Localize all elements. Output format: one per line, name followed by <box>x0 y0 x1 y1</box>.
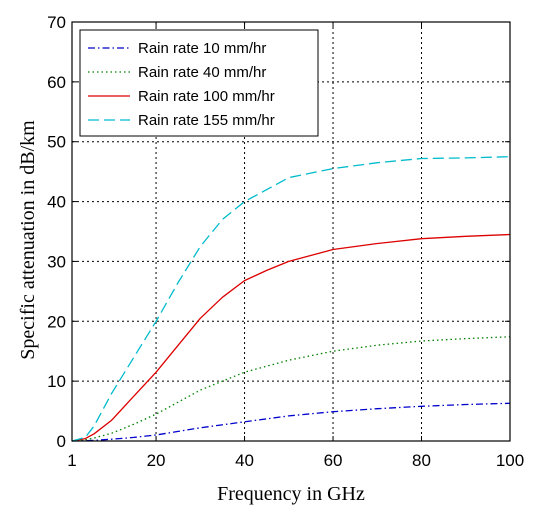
x-tick-label: 40 <box>235 451 254 470</box>
y-tick-label: 40 <box>47 193 66 212</box>
x-axis-title: Frequency in GHz <box>217 483 365 505</box>
series-line-2 <box>71 336 511 442</box>
legend-label-3: Rain rate 100 mm/hr <box>138 88 275 105</box>
series-line-1 <box>71 402 511 442</box>
series-layer <box>71 156 511 442</box>
y-tick-label: 70 <box>47 13 66 32</box>
y-tick-label: 30 <box>47 252 66 271</box>
x-tick-label: 1 <box>67 451 76 470</box>
legend: Rain rate 10 mm/hr Rain rate 40 mm/hr Rain… <box>79 29 319 137</box>
plot-frame <box>71 21 511 442</box>
series-line-3 <box>71 233 511 442</box>
series-line-4 <box>71 156 511 442</box>
legend-label-2: Rain rate 40 mm/hr <box>138 64 266 81</box>
legend-label-4: Rain rate 155 mm/hr <box>138 112 275 129</box>
y-tick-label: 10 <box>47 372 66 391</box>
x-tick-label: 20 <box>147 451 166 470</box>
legend-label-1: Rain rate 10 mm/hr <box>138 40 266 57</box>
grid-lines <box>72 22 510 441</box>
y-tick-label: 60 <box>47 73 66 92</box>
x-tick-label: 60 <box>324 451 343 470</box>
tick-layer: 1 20 40 60 80 100 0 10 20 30 40 50 60 70 <box>47 13 524 470</box>
y-tick-label: 50 <box>47 133 66 152</box>
y-axis-title: Specific attenuation in dB/km <box>17 120 39 360</box>
y-tick-label: 20 <box>47 312 66 331</box>
x-tick-label: 100 <box>496 451 524 470</box>
x-tick-label: 80 <box>412 451 431 470</box>
y-tick-label: 0 <box>57 432 66 451</box>
